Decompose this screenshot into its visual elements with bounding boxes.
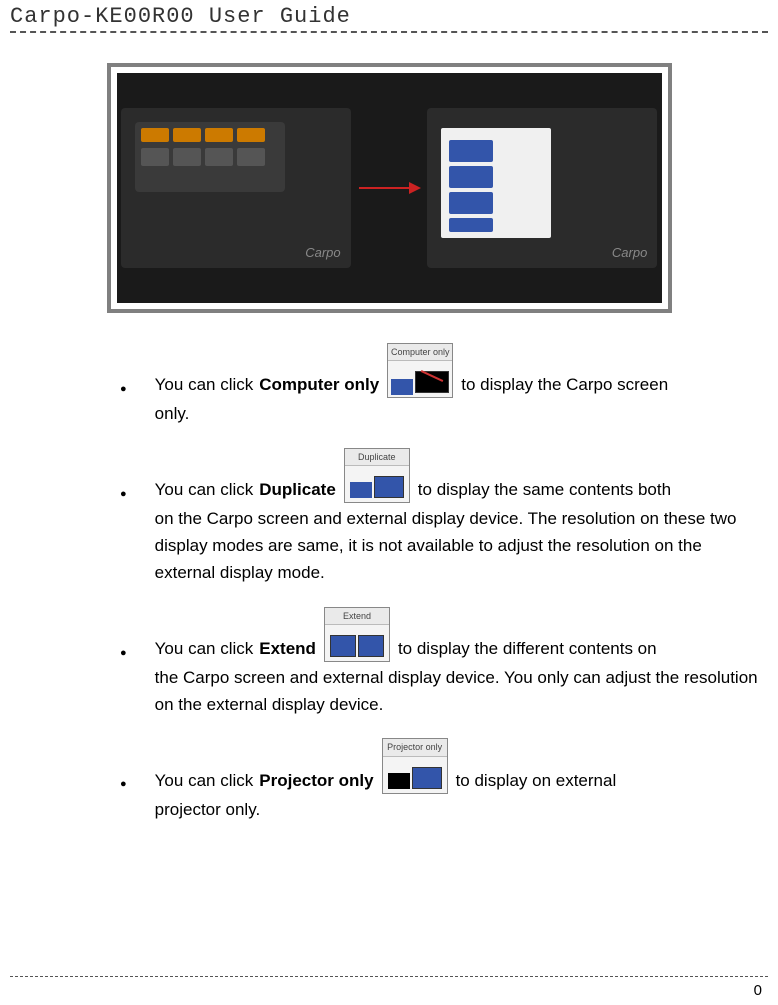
icon-label: Extend	[325, 608, 389, 625]
bullet-post-inline: to display the different contents on	[398, 635, 657, 662]
content-area: ● You can click Computer only Computer o…	[10, 343, 768, 823]
extend-icon: Extend	[324, 607, 390, 662]
bullet-pre-text: You can click	[155, 767, 254, 794]
bullet-pre-text: You can click	[155, 476, 254, 503]
bullet-icon: ●	[120, 381, 127, 399]
bullet-bold-text: Extend	[259, 635, 316, 662]
bullet-post-inline: to display the same contents both	[418, 476, 671, 503]
bullet-pre-text: You can click	[155, 635, 254, 662]
footer-divider	[10, 976, 768, 977]
header-divider	[10, 31, 768, 33]
icon-label: Projector only	[383, 739, 447, 756]
projector-only-icon: Projector only	[382, 738, 448, 793]
arrow-right-icon	[359, 187, 419, 189]
duplicate-icon: Duplicate	[344, 448, 410, 503]
figure-left-panel	[135, 122, 285, 192]
bullet-icon: ●	[120, 486, 127, 504]
bullet-rest-text: the Carpo screen and external display de…	[155, 664, 760, 718]
icon-label: Computer only	[388, 344, 452, 361]
computer-only-icon: Computer only	[387, 343, 453, 398]
list-item: ● You can click Computer only Computer o…	[120, 343, 760, 428]
bullet-bold-text: Duplicate	[259, 476, 336, 503]
icon-label: Duplicate	[345, 449, 409, 466]
bullet-post-inline: to display on external	[456, 767, 617, 794]
bullet-rest-text: on the Carpo screen and external display…	[155, 505, 760, 587]
bullet-bold-text: Computer only	[259, 371, 379, 398]
figure-frame	[107, 63, 672, 313]
list-item: ● You can click Projector only Projector…	[120, 738, 760, 823]
bullet-bold-text: Projector only	[259, 767, 373, 794]
bullet-pre-text: You can click	[155, 371, 254, 398]
page-header: Carpo-KE00R00 User Guide	[10, 0, 768, 31]
bullet-rest-text: projector only.	[155, 796, 760, 823]
figure-inner	[117, 73, 662, 303]
figure-right-desktop	[427, 108, 657, 268]
list-item: ● You can click Duplicate Duplicate to d…	[120, 448, 760, 587]
figure-left-desktop	[121, 108, 351, 268]
figure-dialog	[441, 128, 551, 238]
bullet-icon: ●	[120, 776, 127, 794]
bullet-post-inline: to display the Carpo screen	[461, 371, 668, 398]
list-item: ● You can click Extend Extend to display…	[120, 607, 760, 719]
page-number: 0	[754, 982, 762, 999]
bullet-rest-text: only.	[155, 400, 760, 427]
bullet-icon: ●	[120, 645, 127, 663]
